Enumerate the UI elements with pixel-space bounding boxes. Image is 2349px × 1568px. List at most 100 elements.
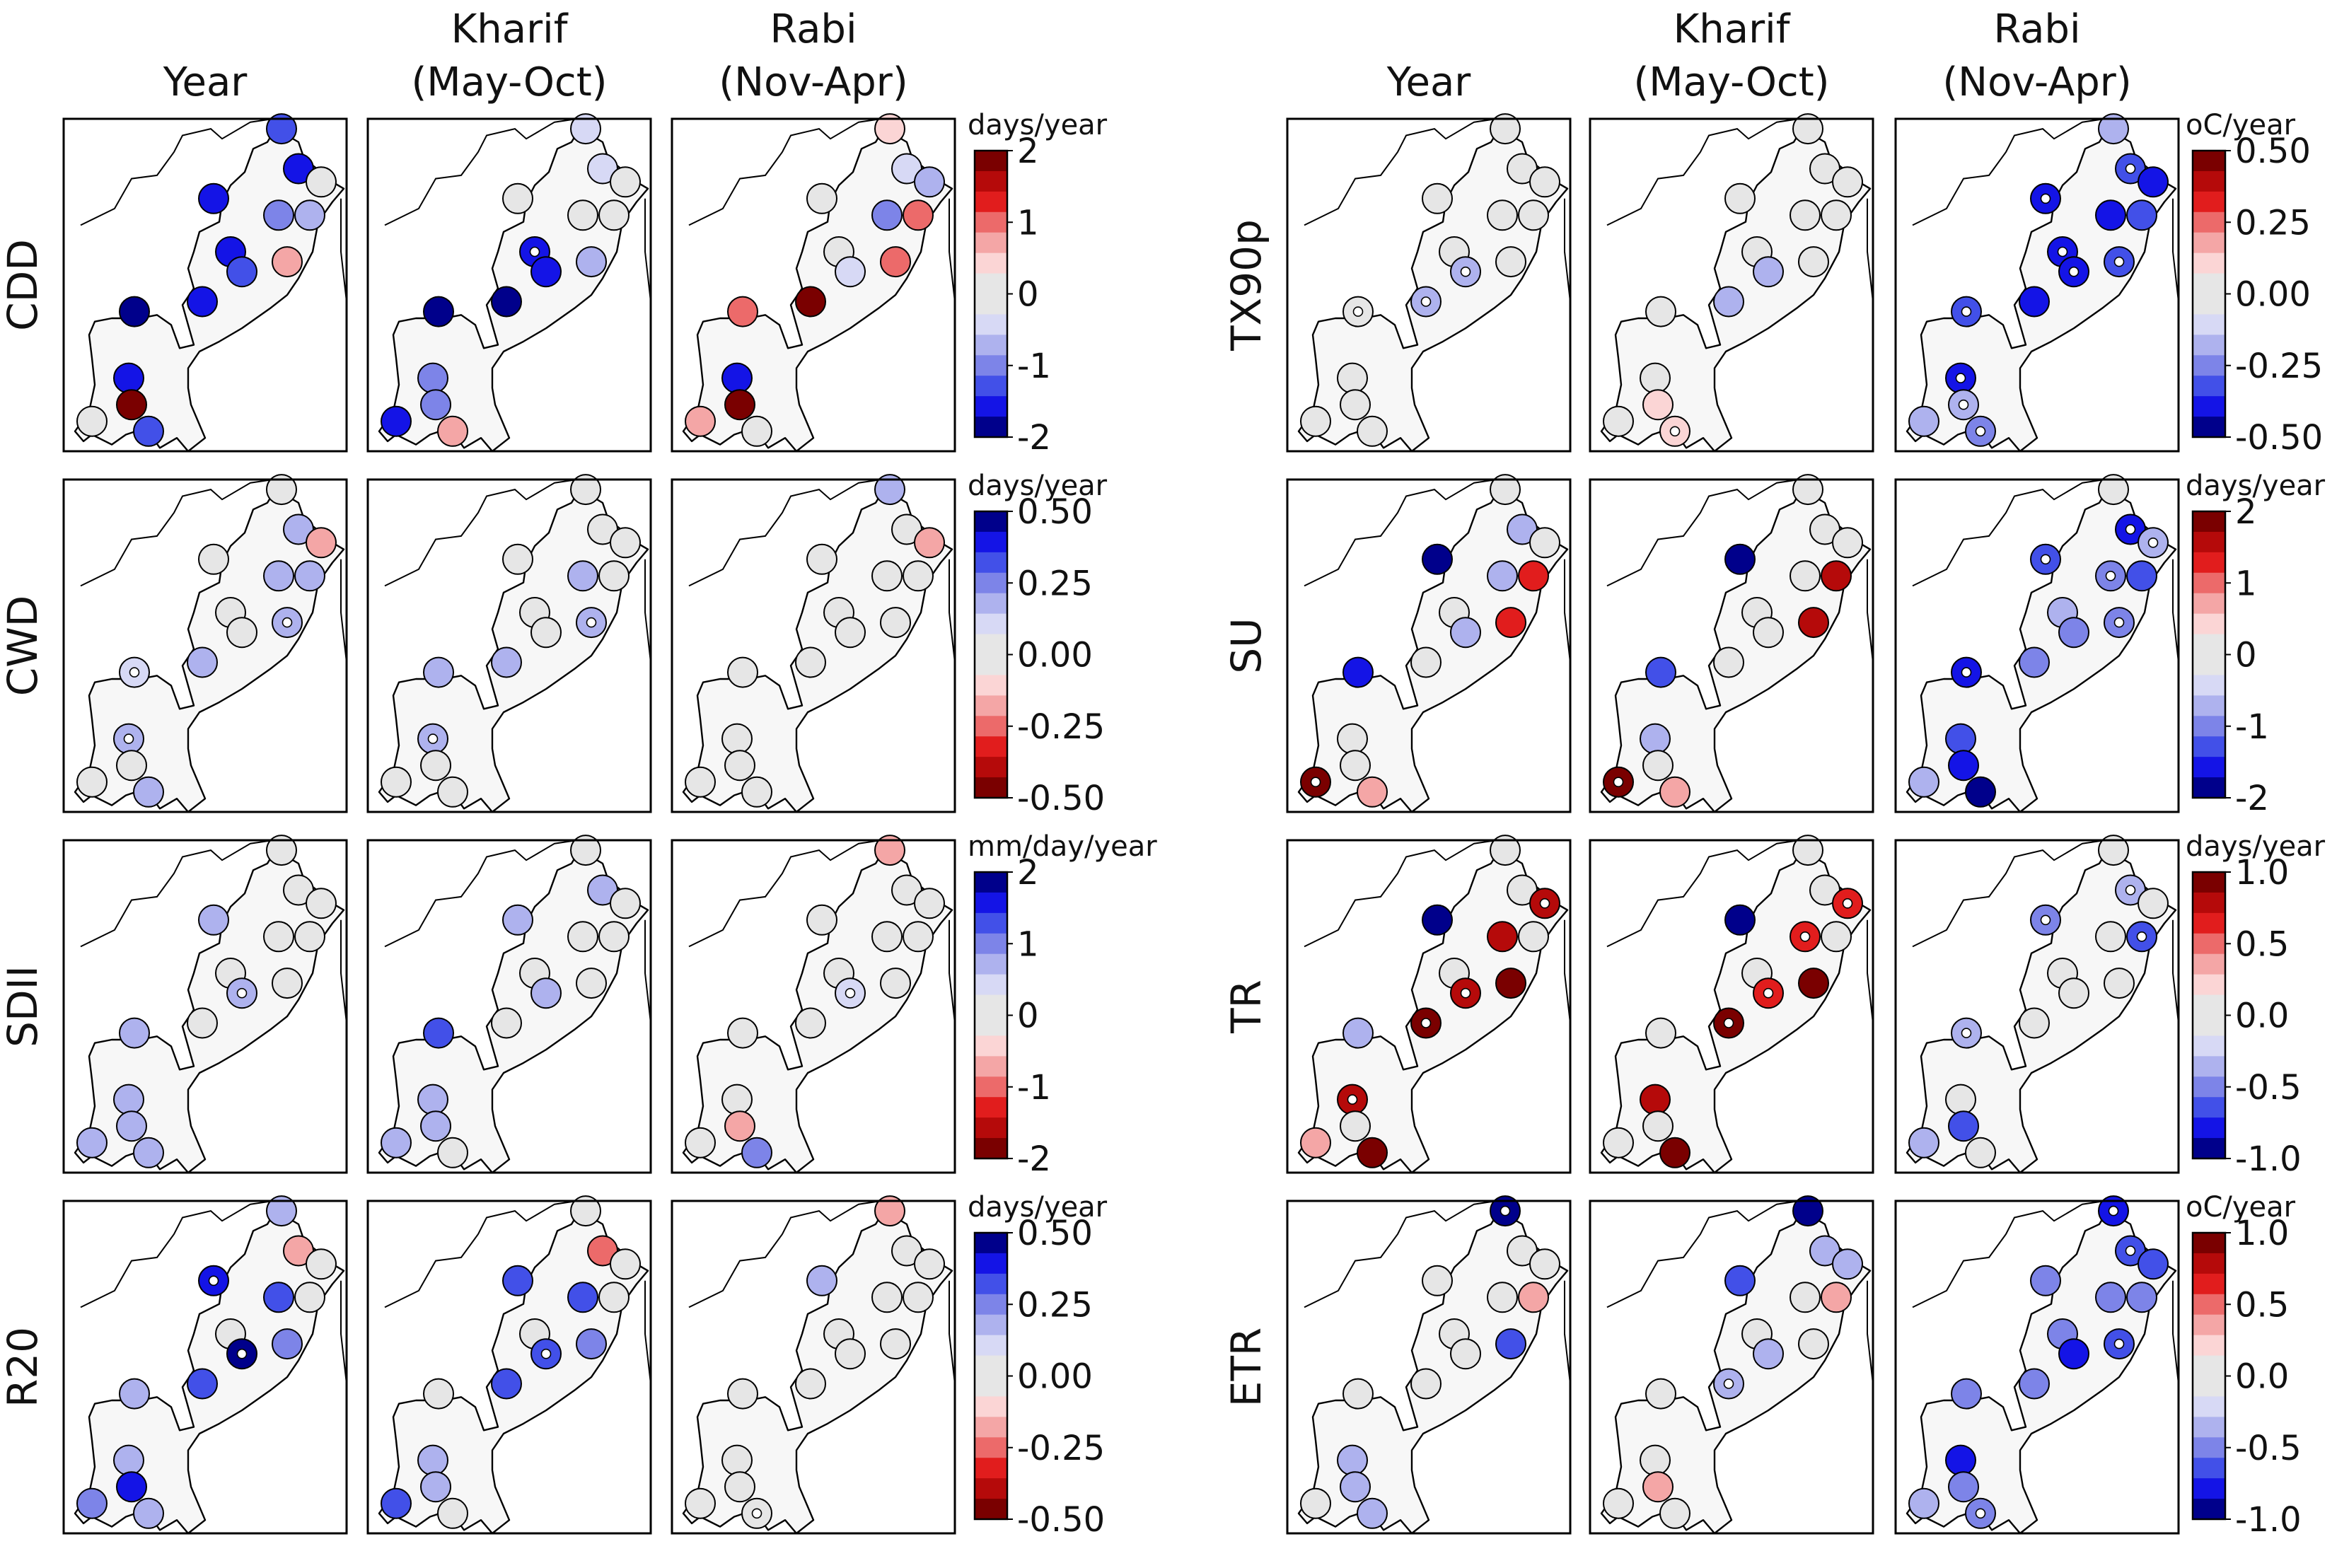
station-marker-s12 — [1945, 723, 1976, 755]
colorbar-band — [975, 1117, 1007, 1139]
station-marker-s15 — [133, 415, 164, 447]
station-marker-s10 — [1713, 286, 1744, 318]
international-border — [1304, 840, 1497, 948]
significance-dot — [1723, 1018, 1734, 1028]
significance-dot — [2040, 554, 2051, 565]
colorbar-band — [2193, 1138, 2225, 1159]
significance-dot — [2040, 193, 2051, 204]
column-headers: Year Kharif (May-Oct) Rabi (Nov-Apr) Year Khar… — [163, 6, 2132, 105]
station-marker-s6 — [567, 1282, 598, 1313]
significance-dot — [1975, 426, 1986, 437]
colorbar-tick-label: -0.50 — [1017, 779, 1105, 818]
station-marker-s15 — [1965, 1137, 1996, 1168]
station-marker-s8 — [272, 1328, 303, 1360]
station-marker-s4 — [903, 199, 934, 231]
station-marker-s11 — [1645, 656, 1676, 688]
station-marker-s14 — [685, 766, 716, 798]
station-marker-s14 — [1300, 1127, 1331, 1158]
colorbar-title: oC/year — [2186, 109, 2296, 141]
station-marker-s5 — [1422, 543, 1453, 575]
station-marker-s1 — [570, 835, 601, 866]
station-marker-s14 — [381, 766, 412, 798]
station-marker-s6 — [263, 199, 294, 231]
station-marker-s5 — [2030, 1265, 2061, 1296]
station-marker-s5 — [806, 182, 837, 214]
station-marker-s1 — [1792, 1195, 1823, 1227]
station-marker-s9 — [2058, 1338, 2089, 1370]
station-marker-s9 — [1753, 617, 1784, 649]
station-marker-s15 — [1357, 415, 1388, 447]
panel-sdii-season-2 — [366, 835, 652, 1174]
station-marker-s1 — [1490, 113, 1521, 145]
colorbar-band — [975, 531, 1007, 553]
colorbar-band — [2193, 757, 2225, 778]
panel-etr-season-3 — [1894, 1195, 2180, 1535]
station-marker-s9 — [226, 256, 257, 288]
panel-frame — [62, 478, 348, 813]
station-marker-s9 — [1753, 1338, 1784, 1370]
station-marker-s11 — [727, 656, 758, 688]
station-marker-s6 — [871, 199, 903, 231]
international-border — [1304, 479, 1497, 587]
panel-cwd-season-2 — [366, 474, 652, 813]
colorbar-title: oC/year — [2186, 1191, 2296, 1224]
station-marker-s9 — [2058, 617, 2089, 649]
station-marker-s4 — [1518, 560, 1549, 592]
station-marker-s6 — [2095, 199, 2126, 231]
station-marker-s6 — [567, 560, 598, 592]
station-marker-s12 — [721, 1084, 753, 1115]
station-marker-s3 — [1529, 527, 1560, 559]
significance-dot — [1347, 1094, 1358, 1105]
international-border — [384, 840, 578, 948]
row-label-etr: ETR — [1222, 1328, 1270, 1407]
station-marker-s6 — [871, 921, 903, 953]
station-marker-s14 — [381, 1487, 412, 1519]
station-marker-s11 — [119, 1378, 150, 1410]
colorbar-band — [2193, 593, 2225, 615]
panel-tr-season-1 — [1286, 835, 1572, 1174]
colorbar-band — [2193, 151, 2225, 172]
station-marker-s15 — [133, 1497, 164, 1529]
colorbar-band — [975, 1015, 1007, 1037]
panel-su-season-1 — [1286, 474, 1572, 813]
colorbar-band — [2193, 417, 2225, 438]
significance-dot — [1842, 898, 1853, 909]
panel-frame — [1589, 478, 1874, 813]
panel-su-season-2 — [1589, 474, 1874, 813]
significance-dot — [2040, 914, 2051, 926]
station-marker-s11 — [423, 1017, 454, 1049]
colorbar-band — [2193, 314, 2225, 335]
column-header-rabi-2-line2: (Nov-Apr) — [1942, 59, 2131, 105]
colorbar-band — [975, 1478, 1007, 1499]
panel-cdd-season-2 — [366, 113, 652, 453]
station-marker-s10 — [2019, 1368, 2050, 1400]
panel-tx90p-season-2 — [1589, 113, 1874, 453]
station-marker-s14 — [76, 405, 108, 437]
colorbar-band — [975, 1376, 1007, 1398]
station-marker-s15 — [437, 1137, 468, 1168]
colorbar-band — [975, 613, 1007, 635]
colorbar-band — [975, 1097, 1007, 1118]
panel-tx90p-season-3 — [1894, 113, 2180, 453]
international-border — [1606, 840, 1800, 948]
colorbar-band — [975, 511, 1007, 533]
colorbar-band — [2193, 1314, 2225, 1336]
station-marker-s1 — [266, 1195, 297, 1227]
panel-tr-season-2 — [1589, 835, 1874, 1174]
panel-frame — [671, 117, 956, 453]
station-marker-s9 — [2058, 977, 2089, 1009]
station-marker-s14 — [1908, 1487, 1939, 1519]
colorbar-band — [2193, 1294, 2225, 1316]
station-marker-s10 — [795, 286, 826, 318]
station-marker-s4 — [598, 1282, 630, 1313]
colorbar-tick-label: 0.50 — [1017, 492, 1093, 532]
colorbar-band — [975, 396, 1007, 417]
significance-dot — [2113, 1338, 2125, 1349]
colorbar-band — [2193, 335, 2225, 356]
colorbar-tick-label: 1 — [1017, 203, 1039, 243]
significance-dot — [208, 1275, 219, 1287]
station-marker-s9 — [835, 1338, 866, 1370]
